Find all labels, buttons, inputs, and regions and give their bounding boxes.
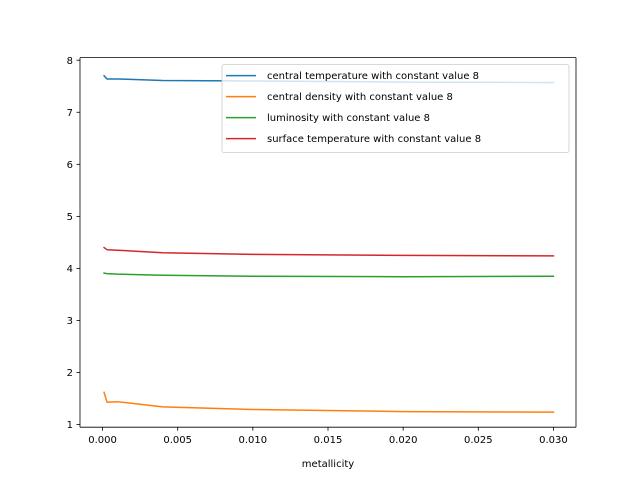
series-line-3 xyxy=(103,246,555,257)
x-axis-label: metallicity xyxy=(302,459,354,470)
y-tick-label: 6 xyxy=(67,160,73,171)
y-axis-ticks: 1 2 3 4 5 6 7 8 xyxy=(67,56,80,431)
y-tick-label: 2 xyxy=(67,368,73,379)
legend-label-2: luminosity with constant value 8 xyxy=(267,113,430,124)
series-line-1 xyxy=(103,391,555,413)
series-line-2 xyxy=(103,272,555,278)
y-tick-label: 1 xyxy=(67,420,73,431)
x-tick-label: 0.010 xyxy=(239,435,268,446)
x-tick-label: 0.020 xyxy=(389,435,418,446)
legend: central temperature with constant value … xyxy=(221,64,570,153)
y-tick-label: 8 xyxy=(67,56,73,67)
x-tick-label: 0.030 xyxy=(539,435,568,446)
y-tick-label: 5 xyxy=(67,212,73,223)
x-tick-label: 0.025 xyxy=(464,435,493,446)
x-tick-label: 0.000 xyxy=(88,435,117,446)
legend-label-1: central density with constant value 8 xyxy=(267,92,453,103)
legend-label-0: central temperature with constant value … xyxy=(267,71,479,82)
y-tick-label: 7 xyxy=(67,108,73,119)
x-tick-label: 0.015 xyxy=(314,435,343,446)
y-tick-label: 4 xyxy=(67,264,73,275)
legend-label-3: surface temperature with constant value … xyxy=(267,134,481,145)
y-tick-label: 3 xyxy=(67,316,73,327)
x-axis-ticks: 0.000 0.005 0.010 0.015 0.020 0.025 0.030 xyxy=(88,427,568,446)
legend-box xyxy=(221,64,570,153)
x-tick-label: 0.005 xyxy=(163,435,192,446)
